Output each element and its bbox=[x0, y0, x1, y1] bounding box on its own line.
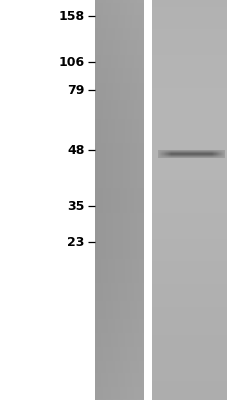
Text: 48: 48 bbox=[67, 144, 84, 156]
Text: 158: 158 bbox=[58, 10, 84, 22]
Text: 79: 79 bbox=[67, 84, 84, 96]
Text: 23: 23 bbox=[67, 236, 84, 248]
Text: 106: 106 bbox=[58, 56, 84, 68]
Text: 35: 35 bbox=[67, 200, 84, 212]
